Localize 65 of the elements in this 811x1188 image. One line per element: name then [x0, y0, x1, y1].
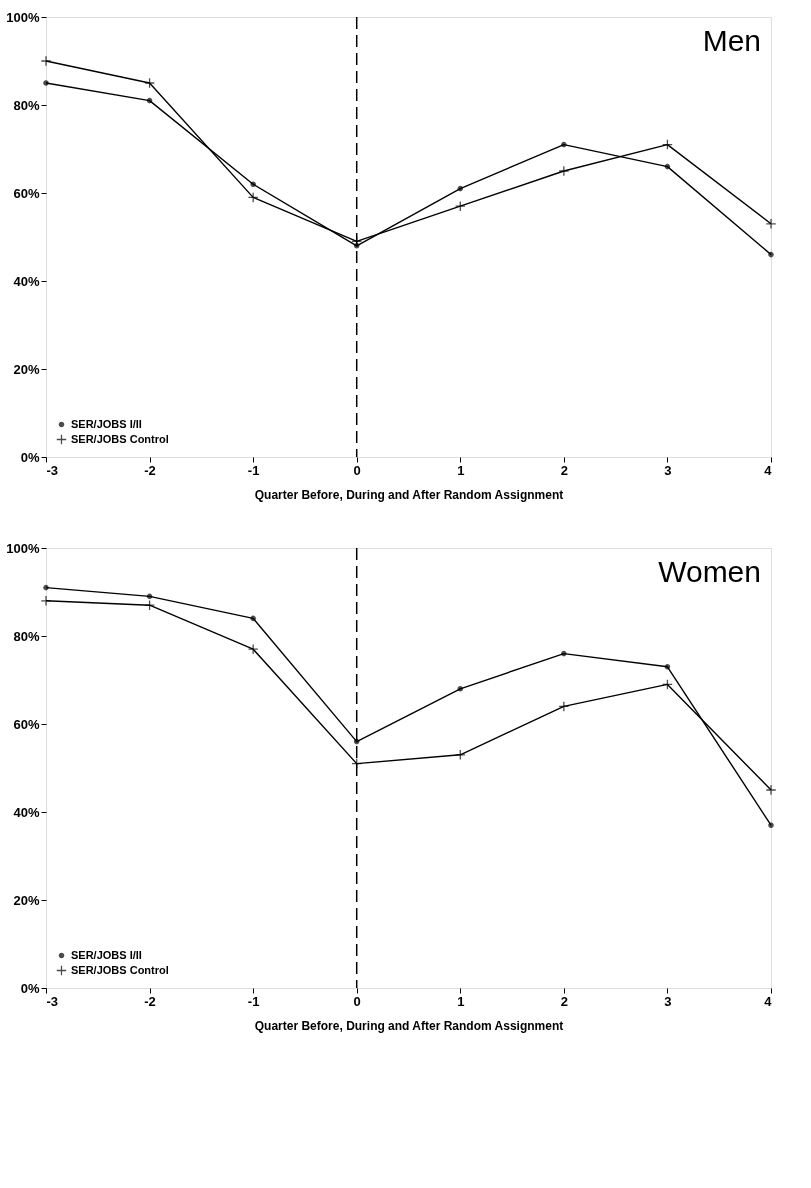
- y-tick-label: 60%: [13, 716, 40, 732]
- point: [457, 185, 464, 192]
- point: [353, 738, 360, 745]
- y-tick-label: 100%: [6, 540, 40, 556]
- legend-label: SER/JOBS Control: [71, 963, 169, 976]
- legend-label: SER/JOBS Control: [71, 432, 169, 445]
- point: [768, 822, 774, 828]
- y-tick-label: 80%: [13, 628, 40, 644]
- point: [558, 701, 570, 712]
- x-tick-label: 3: [664, 993, 672, 1009]
- x-tick-label: 2: [560, 462, 568, 478]
- x-tick-label: -2: [144, 993, 156, 1009]
- y-tick-label: 100%: [6, 9, 40, 25]
- y-tick-label: 0%: [20, 980, 40, 996]
- point: [40, 55, 52, 67]
- x-tick-label: -1: [247, 462, 260, 478]
- y-tick-label: 80%: [13, 97, 40, 113]
- annotation: Women: [658, 555, 761, 588]
- legend-label: SER/JOBS I/II: [71, 948, 142, 961]
- point: [250, 181, 256, 187]
- point: [561, 141, 567, 148]
- y-tick-label: 0%: [20, 449, 40, 465]
- x-tick-label: 1: [457, 993, 465, 1009]
- x-tick-label: -3: [46, 993, 59, 1009]
- y-tick-label: 20%: [13, 892, 40, 908]
- x-axis-title: Quarter Before, During and After Random Assignment: [254, 1018, 564, 1033]
- point: [664, 163, 671, 170]
- point: [247, 192, 259, 203]
- x-tick-label: 4: [764, 462, 773, 478]
- x-tick-label: 4: [764, 993, 773, 1009]
- x-tick-label: -1: [247, 993, 260, 1009]
- x-tick-label: 3: [664, 462, 672, 478]
- x-tick-label: -3: [46, 462, 59, 478]
- point: [768, 251, 774, 258]
- x-tick-label: 0: [353, 993, 361, 1009]
- point: [457, 686, 464, 692]
- x-tick-label: -2: [144, 462, 156, 478]
- point: [765, 784, 777, 796]
- point: [454, 200, 466, 212]
- point: [561, 650, 567, 657]
- point: [144, 77, 155, 89]
- y-tick-label: 40%: [13, 273, 40, 289]
- y-tick-label: 60%: [13, 185, 40, 201]
- point: [662, 679, 673, 690]
- point: [250, 615, 256, 622]
- x-tick-label: 2: [560, 993, 568, 1009]
- point: [662, 139, 673, 150]
- point: [765, 218, 777, 230]
- y-tick-label: 40%: [13, 804, 40, 820]
- x-tick-label: 1: [457, 462, 465, 478]
- y-tick-label: 20%: [13, 361, 40, 377]
- legend-label: SER/JOBS I/II: [71, 417, 142, 430]
- point: [247, 643, 259, 655]
- point: [664, 664, 671, 670]
- point: [40, 595, 52, 607]
- x-tick-label: 0: [353, 462, 361, 478]
- x-axis-title: Quarter Before, During and After Random Assignment: [254, 487, 564, 502]
- point: [43, 584, 49, 591]
- point: [558, 165, 570, 177]
- point: [43, 80, 49, 86]
- point: [454, 749, 466, 761]
- point: [146, 97, 153, 104]
- point: [144, 599, 155, 611]
- point: [146, 593, 153, 600]
- annotation: Men: [702, 24, 761, 57]
